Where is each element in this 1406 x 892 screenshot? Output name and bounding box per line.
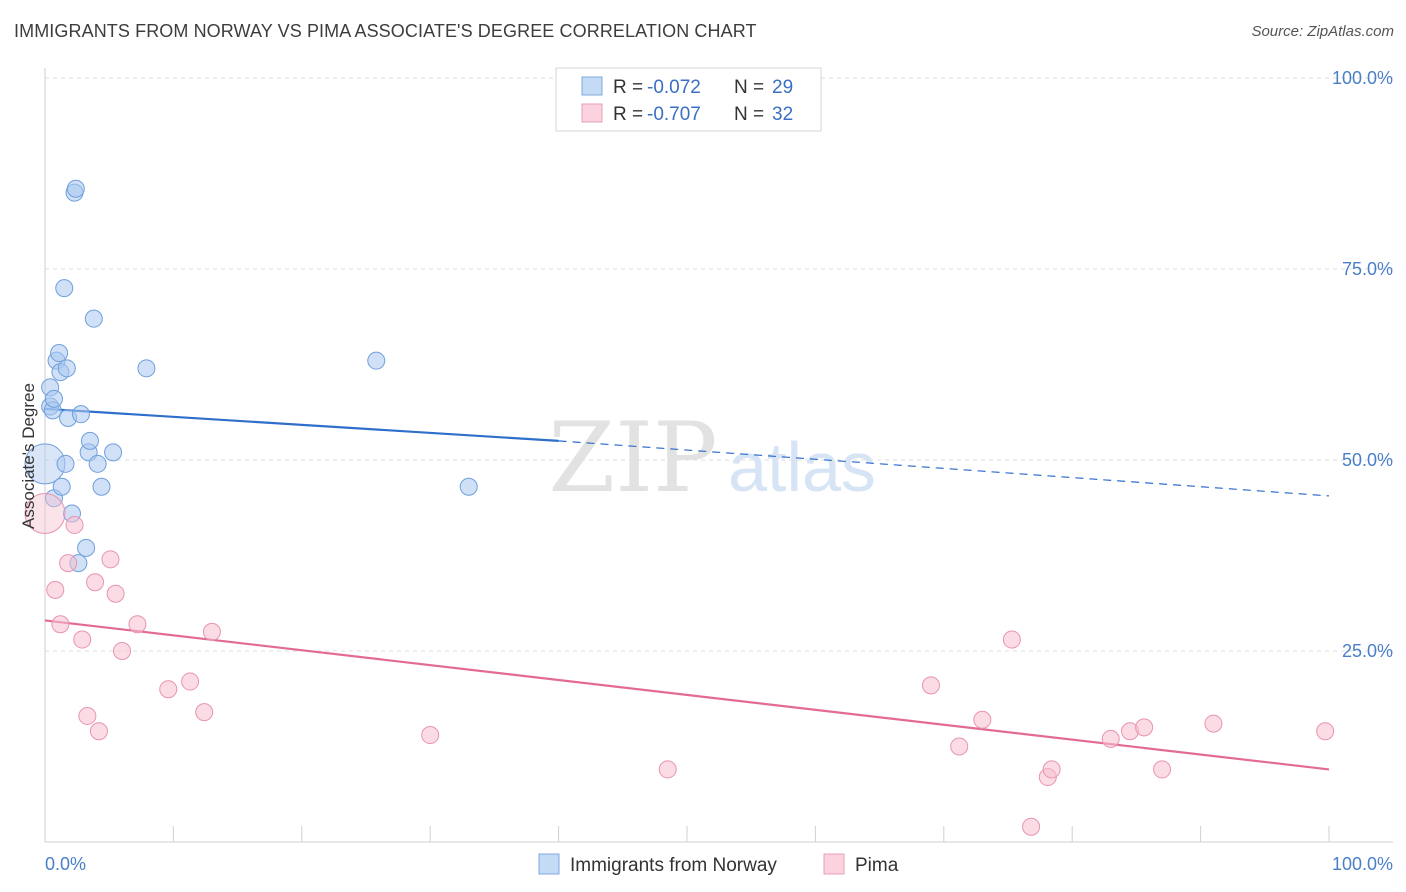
point-pima-26 [1101,729,1120,748]
point-pima-15 [195,703,214,722]
point-norway-12 [57,359,76,378]
point-pima-11 [113,642,132,660]
point-norway-23 [88,454,107,473]
point-norway-27 [367,351,386,370]
legend-r-label-2: R = [613,104,643,125]
point-pima-2 [51,615,70,634]
x-tick-label-min: 0.0% [45,854,86,874]
point-pima-6 [78,706,97,725]
y-tick-label-25: 25.0% [1342,641,1393,661]
point-pima-12 [128,615,147,634]
legend-n-label-2: N = [734,104,764,125]
point-pima-20 [950,737,969,756]
point-pima-16 [202,622,221,641]
point-norway-16 [66,179,85,198]
point-pima-22 [1002,630,1021,649]
bottom-legend-swatch-blue [538,853,560,875]
point-pima-10 [106,584,125,603]
point-norway-26 [137,359,156,378]
point-pima-29 [1153,760,1172,779]
legend: R = -0.072 N = 29 R = -0.707 N = 32 [555,67,822,132]
point-pima-17 [421,726,440,745]
watermark-zip: ZIP [548,402,717,514]
point-norway-10 [55,279,74,298]
point-pima-21 [973,710,992,729]
y-tick-label-50: 50.0% [1342,450,1393,470]
point-pima-25 [1042,760,1061,779]
point-pima-7 [86,573,105,592]
bottom-legend-label-norway: Immigrants from Norway [570,855,777,876]
point-pima-3 [59,554,78,573]
watermark-atlas: atlas [728,428,876,506]
point-pima-4 [65,515,84,534]
point-norway-9 [52,477,71,496]
y-tick-labels: 25.0% 50.0% 75.0% 100.0% [1332,68,1393,661]
point-pima-19 [921,676,940,695]
legend-r-value-2: -0.707 [647,104,701,125]
point-pima-31 [1316,722,1335,741]
point-norway-28 [459,477,478,496]
legend-swatch-pink [581,103,603,123]
point-pima-18 [658,760,677,779]
point-norway-18 [71,405,90,424]
legend-n-label-1: N = [734,77,764,98]
grid-lines [45,77,1393,652]
bottom-legend-swatch-pink [823,853,845,875]
x-tick-label-max: 100.0% [1332,854,1393,874]
point-pima-28 [1135,718,1154,737]
point-pima-0 [24,492,66,534]
y-tick-label-100: 100.0% [1332,68,1393,88]
point-pima-13 [159,680,178,699]
source-label: Source: ZipAtlas.com [1251,23,1394,40]
axes [44,68,1393,843]
point-norway-25 [104,443,123,462]
point-pima-9 [101,550,120,569]
trendline-pima [44,619,1330,771]
legend-n-value-1: 29 [772,77,793,98]
point-norway-7 [50,344,69,363]
trendline-norway-dashed [558,440,1330,497]
point-pima-5 [73,630,92,649]
point-pima-14 [181,672,200,691]
data-points [24,179,1335,836]
point-pima-8 [89,722,108,741]
legend-n-value-2: 32 [772,104,793,125]
chart-title: IMMIGRANTS FROM NORWAY VS PIMA ASSOCIATE… [14,21,757,41]
y-tick-label-75: 75.0% [1342,259,1393,279]
bottom-legend-label-pima: Pima [855,855,899,876]
point-norway-24 [92,477,111,496]
point-pima-30 [1204,714,1223,733]
point-norway-4 [44,389,63,408]
point-norway-22 [84,309,103,328]
y-axis-label: Associate's Degree [19,383,38,529]
point-norway-11 [56,454,75,473]
legend-r-label-1: R = [613,77,643,98]
x-ticks [44,826,1330,842]
point-norway-19 [77,538,96,557]
legend-swatch-blue [581,76,603,96]
point-pima-1 [46,580,65,599]
legend-r-value-1: -0.072 [647,77,701,98]
bottom-legend: Immigrants from Norway Pima [538,853,899,876]
point-pima-23 [1022,817,1041,836]
trendline-norway-solid [44,407,559,442]
point-norway-21 [80,431,99,450]
